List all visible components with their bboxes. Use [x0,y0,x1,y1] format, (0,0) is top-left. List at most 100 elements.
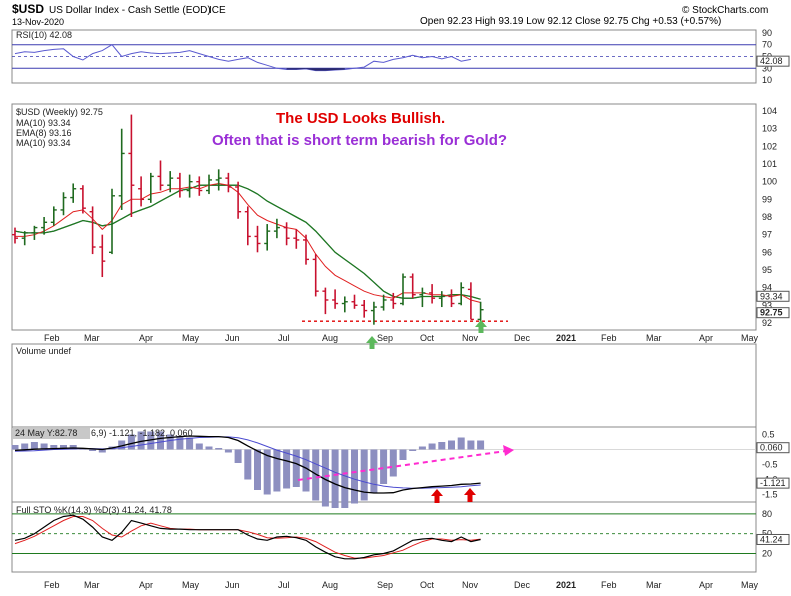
x-label-price: Feb [601,333,617,343]
chart-date: 13-Nov-2020 [12,17,64,27]
macd-histogram-bar [360,449,368,501]
macd-histogram-bar [215,448,223,450]
x-label-price: Sep [377,333,393,343]
annotation-usd-bullish: The USD Looks Bullish. [276,110,445,127]
x-label-price: 2021 [556,333,576,343]
price-tick: 98 [762,212,772,222]
macd-badge-value: 0.060 [760,443,783,453]
macd-histogram-bar [21,443,29,450]
stoch-panel [11,501,757,573]
macd-histogram-bar [50,445,58,450]
price-tick: 99 [762,194,772,204]
macd-histogram-bar [312,449,320,501]
x-label-price: Feb [44,333,60,343]
price-tick: 92 [762,318,772,328]
price-badge [756,307,790,319]
x-label-bottom: Aug [322,580,338,590]
exchange: ICE [209,5,226,16]
macd-histogram-bar [234,449,242,463]
pink-arrowhead-icon [503,445,514,456]
macd-histogram-bar [186,437,194,450]
macd-tick: 0.5 [762,430,775,440]
watermark: © StockCharts.com [682,5,768,16]
x-label-bottom: Jun [225,580,240,590]
price-tick: 96 [762,247,772,257]
price-tick: 102 [762,141,777,151]
macd-crosshair-box [13,428,90,439]
stoch-last-badge [756,533,790,545]
x-label-price: Aug [322,333,338,343]
red-up-arrow-icon [431,489,443,503]
price-tick: 101 [762,159,777,169]
macd-histogram-bar [205,446,213,450]
macd-histogram-bar [283,449,291,489]
price-label: $USD (Weekly) 92.75 [16,107,103,117]
x-label-price: Dec [514,333,531,343]
macd-histogram-bar [477,440,485,450]
x-label-price: Apr [139,333,153,343]
x-label-price: Jul [278,333,290,343]
price-badge-value: 92.75 [760,308,783,318]
macd-histogram-bar [254,449,261,490]
x-label-bottom: Feb [601,580,617,590]
price-tick: 95 [762,265,772,275]
macd-badge [756,477,790,489]
macd-histogram-bar [40,443,48,450]
stoch-label: Full STO %K(14,3) %D(3) 41.24, 41.78 [16,505,172,515]
quote-summary: Open 92.23 High 93.19 Low 92.12 Close 92… [420,16,721,27]
x-label-bottom: Mar [646,580,662,590]
rsi-last-badge [756,55,790,67]
macd-histogram-bar [389,449,397,477]
macd-histogram-bar [428,443,436,450]
macd-histogram-bar [60,445,67,450]
price-tick: 100 [762,177,777,187]
macd-histogram-bar [263,449,271,495]
macd-histogram-bar [467,440,475,450]
x-label-bottom: May [182,580,200,590]
macd-tick: -0.5 [762,460,778,470]
x-label-price: Mar [646,333,662,343]
macd-histogram-bar [89,449,97,451]
rsi-last-value: 42.08 [760,56,783,66]
legend-ma10-green: MA(10) 93.34 [16,138,71,148]
macd-histogram-bar [370,449,378,493]
price-tick: 103 [762,124,777,134]
macd-histogram-bar [166,434,174,450]
price-badge-value: 93.34 [760,291,783,301]
macd-layer: 0.50.0-0.5-1.0-1.50.060-1.121 [11,430,790,508]
red-up-arrow-icon [464,488,476,502]
macd-histogram-bar [302,449,310,492]
annotation-gold-bearish: Often that is short term bearish for Gol… [212,132,507,149]
x-label-price: May [182,333,200,343]
x-label-bottom: Apr [699,580,713,590]
macd-histogram-bar [137,431,145,450]
macd-histogram-bar [438,442,446,450]
macd-histogram-bar [321,449,329,507]
price-tick: 93 [762,300,772,310]
symbol: $USD [12,2,44,16]
rsi-label: RSI(10) 42.08 [16,30,72,40]
macd-histogram-bar [11,445,19,450]
rsi-layer: 907050301042.08 [12,28,790,85]
stoch-tick: 50 [762,529,772,539]
rsi-tick: 10 [762,75,772,85]
x-label-bottom: Apr [139,580,153,590]
macd-histogram-bar [244,449,252,480]
x-axis-labels: Feb Feb Mar Mar Apr Apr May May Jun Jun Jul Jul Aug A… [44,333,759,590]
macd-tick: -1.5 [762,490,778,500]
macd-histogram-bar [380,449,388,484]
macd-histogram-bar [457,437,465,450]
macd-label: 6,9) -1.121, -1.182, 0.060 [91,428,193,438]
stoch-last-value: 41.24 [760,534,783,544]
volume-label: Volume undef [16,346,72,356]
x-label-bottom: Feb [44,580,60,590]
price-tick: 94 [762,283,772,293]
rsi-tick: 30 [762,63,772,73]
rsi-tick: 70 [762,40,772,50]
macd-badge [756,442,790,454]
x-label-bottom: Dec [514,580,531,590]
macd-histogram-bar [118,440,126,450]
stoch-layer: 80 50 20 41.24 [12,509,790,560]
